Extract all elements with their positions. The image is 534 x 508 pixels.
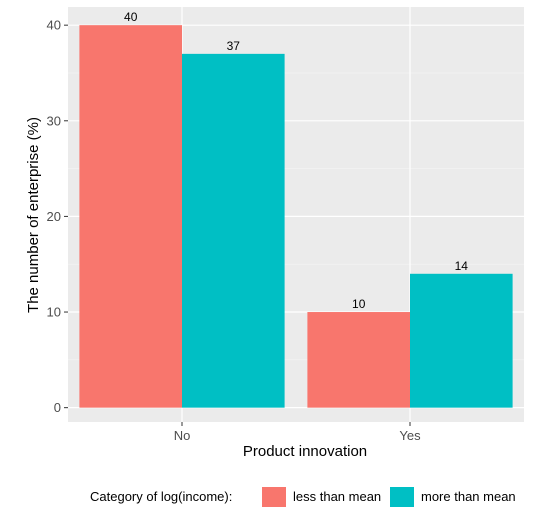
bar-more-than-mean [410,273,513,408]
bar-less-than-mean [307,312,410,408]
y-tick-label: 10 [47,305,61,320]
x-tick-label: No [174,428,191,443]
y-tick-label: 20 [47,209,61,224]
y-tick-label: 0 [54,400,61,415]
y-axis: 0 10 20 30 40 [47,18,68,415]
x-axis: No Yes [174,422,421,443]
legend-key-more-than-mean [390,487,414,507]
data-label-less-than-mean: 10 [352,297,366,311]
data-label-more-than-mean: 14 [455,259,469,273]
y-tick-label: 30 [47,113,61,128]
bar-more-than-mean [182,53,285,408]
data-label-less-than-mean: 40 [124,10,138,24]
data-label-more-than-mean: 37 [227,39,241,53]
x-axis-title: Product innovation [243,443,367,460]
x-tick-label: Yes [399,428,421,443]
legend-title: Category of log(income): [90,489,232,504]
y-tick-label: 40 [47,18,61,33]
data-labels-group: 40 37 10 14 [124,10,468,311]
bar-less-than-mean [79,25,182,408]
bars-group [79,25,513,408]
legend-label-more-than-mean: more than mean [421,489,516,504]
y-axis-title: The number of enterprise (%) [25,117,42,313]
legend-label-less-than-mean: less than mean [293,489,381,504]
legend-key-less-than-mean [262,487,286,507]
legend: Category of log(income): less than mean … [90,487,516,507]
